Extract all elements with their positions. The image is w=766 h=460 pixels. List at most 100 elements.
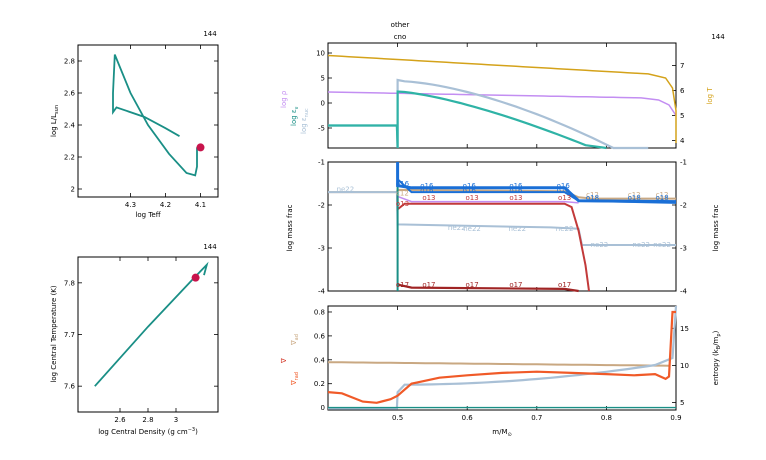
y-tick-label: -1 (318, 159, 325, 167)
mid-ylabel-right: log mass frac (712, 204, 720, 251)
central-panel: 144 log Central Density (g cm−3) log Cen… (50, 243, 219, 436)
central-model-number: 144 (203, 243, 217, 251)
y-right-tick-label: 10 (680, 362, 689, 370)
x-tick-label: 2.6 (114, 416, 126, 424)
x-tick-label: 0.5 (392, 414, 403, 422)
label-o16: o16 (420, 182, 434, 190)
log-eps-nuc-line (328, 90, 607, 150)
y-right-tick-label: 5 (680, 112, 684, 120)
label-c12: c12 (586, 191, 599, 199)
label-o16: o16 (396, 180, 410, 188)
label-ne22: ne22 (448, 224, 466, 232)
x-tick-label: 0.9 (670, 414, 681, 422)
y-tick-label: 5 (321, 75, 325, 83)
y-tick-label: 2.6 (64, 90, 76, 98)
o18-line (396, 178, 677, 204)
y-right-tick-label: 7 (680, 62, 684, 70)
central-ylabel: log Central Temperature (K) (50, 285, 58, 382)
y-right-tick-label: 5 (680, 399, 684, 407)
y-right-tick-label: 15 (680, 325, 689, 333)
x-tick-label: 3 (174, 416, 178, 424)
mid-ylabel-left: log mass frac (286, 204, 294, 251)
x-tick-label: 4.3 (125, 201, 136, 209)
bot-xlabel: m/M⊙ (492, 428, 511, 438)
label-o16: o16 (463, 186, 477, 194)
y-tick-label-right: -4 (680, 288, 688, 296)
y-right-tick-label: 6 (680, 87, 685, 95)
label-o13: o13 (465, 194, 478, 202)
label-o13: o13 (396, 200, 409, 208)
y-tick-label: 2.8 (64, 58, 75, 66)
o13-line (396, 196, 590, 292)
label-ne22: ne22 (591, 241, 609, 249)
grad-ad-line (327, 361, 670, 367)
label-ne22: ne22 (556, 225, 574, 233)
label-log-rho: log ρ (280, 90, 288, 108)
x-tick-label: 0.7 (531, 414, 542, 422)
x-tick-label: 0.6 (462, 414, 474, 422)
y-tick-label: 0.2 (314, 380, 325, 388)
label-o17: o17 (396, 281, 409, 289)
y-tick-label: 2.2 (64, 154, 75, 162)
label-o17: o17 (422, 281, 435, 289)
label-ne22: ne22 (632, 241, 650, 249)
label-c12: c12 (656, 191, 669, 199)
y-tick-label: 0.6 (314, 332, 326, 340)
bot-ticks: 0.5 0.6 0.7 0.8 0.9 0 0.2 0.4 0.6 0.8 5 10 15 (314, 306, 689, 422)
y-tick-label-right: -1 (680, 159, 687, 167)
entropy-label: entropy (kB/mp) (712, 330, 722, 385)
label-o13: o13 (558, 194, 571, 202)
label-ne22: ne22 (337, 186, 355, 194)
label-o16: o16 (509, 182, 523, 190)
y-tick-label: -2 (318, 202, 325, 210)
label-log-eps-nuc: log εnuc (300, 108, 310, 134)
label-ne22: ne22 (653, 241, 671, 249)
central-xlabel: log Central Density (g cm−3) (98, 427, 198, 436)
central-ticks: 2.6 2.8 3 7.6 7.7 7.8 (64, 257, 218, 424)
label-log-T: log T (706, 87, 714, 105)
label-o16: o16 (557, 182, 571, 190)
hr-ticks: 4.3 4.2 4.1 2 2.2 2.4 2.6 2.8 (64, 45, 218, 209)
y-tick-label: 2 (71, 186, 75, 194)
label-grad: ∇ (280, 358, 288, 364)
y-tick-label: 0.4 (314, 356, 326, 364)
label-c12: c12 (628, 191, 641, 199)
y-tick-label: 7.8 (64, 279, 75, 287)
abundance-panel: -4 -4 -3 -3 -2 -2 -1 -1 log mass frac log mass … (286, 159, 720, 296)
y-tick-label: 10 (316, 50, 325, 58)
hr-track (112, 54, 198, 177)
entropy-line (328, 305, 678, 410)
bot-axes (327, 305, 677, 411)
y-tick-label: 0.8 (314, 308, 325, 316)
label-o16: o16 (420, 186, 434, 194)
log-T-line (327, 54, 677, 143)
label-grad-ad: ∇ad (290, 334, 300, 346)
central-track (94, 261, 209, 387)
label-o16: o16 (557, 186, 571, 194)
label-log-eps-nu: log εν (290, 106, 300, 126)
abundance-lines (328, 162, 677, 293)
y-right-tick-label: 4 (680, 137, 685, 145)
label-ne22: ne22 (463, 225, 481, 233)
hr-model-number: 144 (203, 30, 217, 38)
header-other: other (391, 21, 410, 29)
log-rho-line (327, 91, 677, 116)
label-grad-rad: ∇rad (290, 372, 300, 386)
hr-current-point (196, 143, 205, 152)
y-tick-label: 7.7 (64, 331, 75, 339)
structure-top-panel: other cno 144 -5 0 5 10 4 5 6 7 log ρ log εν lo… (280, 21, 725, 150)
top-model-number: 144 (711, 33, 725, 41)
y-tick-label: 0 (321, 404, 325, 412)
top-ticks: -5 0 5 10 4 5 6 7 (316, 43, 685, 148)
label-o16: o16 (463, 182, 477, 190)
y-tick-label: -5 (318, 125, 325, 133)
label-o17: o17 (558, 281, 571, 289)
y-tick-label: 7.6 (64, 383, 76, 391)
hr-axes (77, 44, 219, 198)
label-o13: o13 (422, 194, 435, 202)
label-c12: c12 (396, 189, 409, 197)
hr-panel: 144 log Teff log L/Lsun 4.3 4.2 4.1 2 2.2 2.4… (50, 30, 219, 219)
y-tick-label: 2.4 (64, 122, 76, 130)
